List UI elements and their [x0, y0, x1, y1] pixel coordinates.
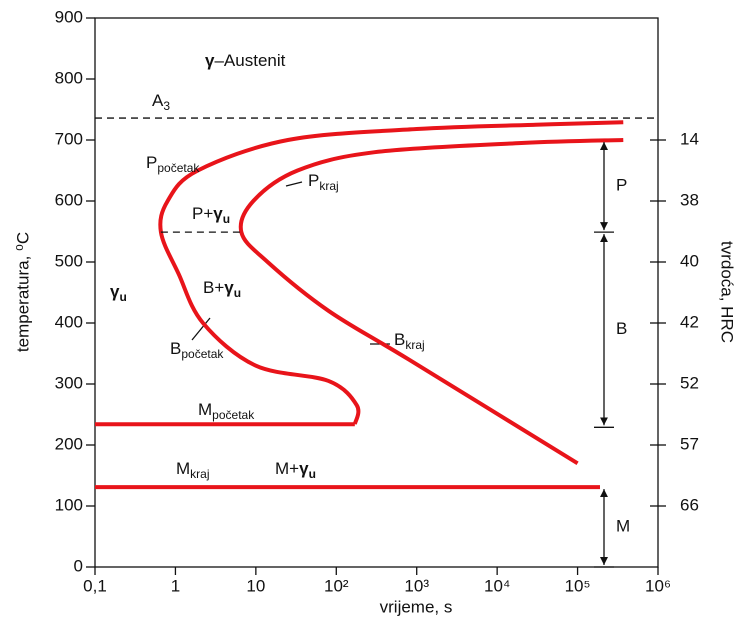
annotation-subscript: u	[119, 290, 126, 304]
annotation-text: P	[308, 171, 319, 190]
annotation-text: –Austenit	[214, 51, 285, 70]
y-tick-label: 200	[55, 434, 83, 453]
annotation: Bpočetak	[170, 339, 224, 361]
y-tick-label: 700	[55, 129, 83, 148]
y2-tick-label: 40	[680, 251, 699, 270]
y-tick-label: 400	[55, 312, 83, 331]
annotation-text: B+	[203, 278, 224, 297]
annotation-text: M	[198, 400, 212, 419]
y-tick-label: 600	[55, 190, 83, 209]
y2-axis-label: tvrdoća, HRC	[718, 241, 737, 343]
annotation-text: γ	[299, 459, 309, 478]
x-tick-label: 0,1	[83, 576, 107, 595]
annotation: P+γu	[192, 204, 230, 226]
leader-line	[285, 181, 303, 187]
annotation-subscript: u	[309, 467, 316, 481]
y-tick-label: 300	[55, 373, 83, 392]
y2-tick-label: 52	[680, 373, 699, 392]
range-label: B	[616, 319, 627, 338]
annotation-subscript: 3	[163, 99, 170, 113]
x-axis-label: vrijeme, s	[380, 597, 453, 616]
y-tick-label: 100	[55, 495, 83, 514]
annotation: M+γu	[275, 459, 316, 481]
annotation: Pkraj	[308, 171, 339, 193]
annotation-text: γ	[110, 282, 120, 301]
annotation-text: P	[146, 153, 157, 172]
x-tick-label: 10⁴	[484, 576, 510, 595]
y2-tick-label: 66	[680, 495, 699, 514]
annotation: Bkraj	[394, 330, 425, 352]
annotation: A3	[152, 91, 170, 113]
annotation-subscript: početak	[157, 161, 200, 175]
annotation: Ppočetak	[146, 153, 200, 175]
curve	[238, 138, 624, 466]
y2-tick-label: 42	[680, 312, 699, 331]
annotation-subscript: kraj	[319, 179, 338, 193]
annotation-subscript: kraj	[405, 338, 424, 352]
annotation-text: γ	[205, 51, 215, 70]
y-tick-label: 0	[74, 556, 83, 575]
annotation-subscript: kraj	[190, 467, 209, 481]
annotation-text: γ	[213, 204, 223, 223]
y2-tick-label: 38	[680, 190, 699, 209]
annotation: γ–Austenit	[205, 51, 286, 70]
annotation: B+γu	[203, 278, 241, 300]
annotation: Mpočetak	[198, 400, 255, 422]
annotation-text: B	[394, 330, 405, 349]
annotation-text: P+	[192, 204, 213, 223]
x-tick-label: 10³	[404, 576, 429, 595]
y-axis-label: temperatura, ⁰C	[13, 232, 32, 352]
y-tick-label: 800	[55, 68, 83, 87]
y-tick-label: 900	[55, 7, 83, 26]
range-label: M	[616, 517, 630, 536]
range-label: P	[616, 176, 627, 195]
y2-tick-label: 57	[680, 434, 699, 453]
annotation-text: γ	[224, 278, 234, 297]
x-tick-label: 10⁵	[565, 576, 591, 595]
y2-tick-label: 14	[680, 129, 699, 148]
annotation-text: B	[170, 339, 181, 358]
x-tick-label: 10	[246, 576, 265, 595]
x-tick-label: 10²	[324, 576, 349, 595]
annotation: γu	[110, 282, 127, 304]
annotation-subscript: početak	[181, 347, 224, 361]
x-tick-label: 10⁶	[645, 576, 671, 595]
x-tick-label: 1	[171, 576, 180, 595]
annotation-text: M	[176, 459, 190, 478]
annotation-subscript: u	[223, 212, 230, 226]
leader-line	[191, 317, 211, 341]
y-tick-label: 500	[55, 251, 83, 270]
plot-frame	[94, 17, 659, 568]
annotation-subscript: u	[234, 286, 241, 300]
annotation: Mkraj	[176, 459, 210, 481]
annotation-subscript: početak	[212, 408, 255, 422]
annotation-text: A	[152, 91, 164, 110]
curve	[158, 120, 624, 425]
annotation-text: M+	[275, 459, 299, 478]
